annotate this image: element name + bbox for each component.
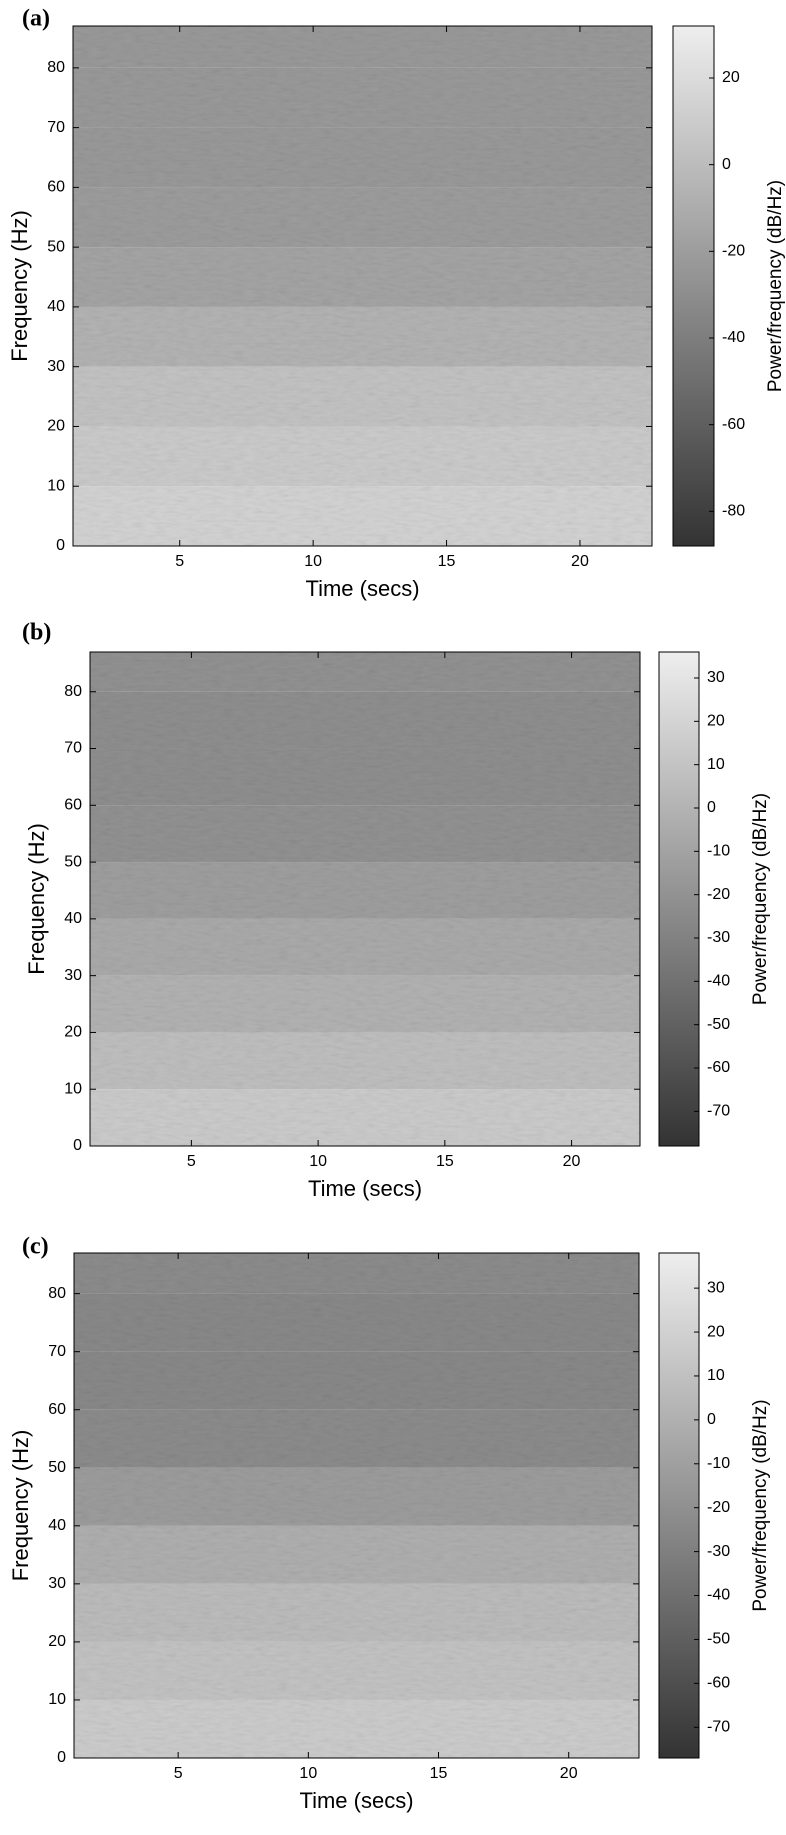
x-tick-label: 10 xyxy=(309,1153,327,1170)
x-axis-label: Time (secs) xyxy=(305,576,419,601)
colorbar-tick-label: 20 xyxy=(722,69,740,86)
colorbar-tick-label: -30 xyxy=(707,1543,730,1560)
x-tick-label: 5 xyxy=(174,1765,183,1782)
colorbar-tick-label: 20 xyxy=(707,713,725,730)
y-axis-label: Frequency (Hz) xyxy=(8,1430,33,1582)
y-tick-label: 80 xyxy=(64,683,82,700)
colorbar-tick-label: -50 xyxy=(707,1631,730,1648)
y-tick-label: 40 xyxy=(48,1517,66,1534)
y-tick-label: 10 xyxy=(48,1691,66,1708)
colorbar-tick-label: -80 xyxy=(722,503,745,520)
colorbar xyxy=(658,1252,700,1759)
colorbar-tick-label: 10 xyxy=(707,1367,725,1384)
y-tick-label: 10 xyxy=(47,477,65,494)
colorbar-tick-label: 0 xyxy=(707,1411,716,1428)
y-tick-label: 60 xyxy=(64,797,82,814)
y-tick-label: 60 xyxy=(47,179,65,196)
y-tick-label: 40 xyxy=(64,910,82,927)
panel-label: (b) xyxy=(22,620,51,646)
x-tick-label: 10 xyxy=(304,553,322,570)
panel-label: (c) xyxy=(22,1234,49,1260)
y-tick-label: 60 xyxy=(48,1401,66,1418)
colorbar-tick-label: -60 xyxy=(707,1675,730,1692)
y-tick-label: 10 xyxy=(64,1080,82,1097)
y-tick-label: 0 xyxy=(57,1749,66,1766)
x-tick-label: 15 xyxy=(436,1153,454,1170)
x-tick-label: 5 xyxy=(187,1153,196,1170)
colorbar-tick-label: -30 xyxy=(707,929,730,946)
y-tick-label: 30 xyxy=(47,358,65,375)
x-axis-label: Time (secs) xyxy=(308,1176,422,1201)
colorbar-tick-label: -60 xyxy=(722,416,745,433)
y-tick-label: 40 xyxy=(47,298,65,315)
colorbar-tick-label: -10 xyxy=(707,1455,730,1472)
colorbar-tick-label: -70 xyxy=(707,1103,730,1120)
colorbar-tick-label: -60 xyxy=(707,1059,730,1076)
plot-frame xyxy=(89,651,641,1147)
y-tick-label: 50 xyxy=(48,1459,66,1476)
x-tick-label: 10 xyxy=(299,1765,317,1782)
colorbar-tick-label: 20 xyxy=(707,1323,725,1340)
colorbar-tick-label: -20 xyxy=(722,243,745,260)
y-tick-label: 30 xyxy=(48,1575,66,1592)
x-tick-label: 20 xyxy=(560,1765,578,1782)
colorbar-tick-label: -40 xyxy=(707,1587,730,1604)
colorbar-tick-label: 30 xyxy=(707,1279,725,1296)
colorbar-label: Power/frequency (dB/Hz) xyxy=(750,1399,771,1611)
colorbar-tick-label: -40 xyxy=(722,329,745,346)
colorbar-tick-label: -20 xyxy=(707,886,730,903)
colorbar-tick-label: -10 xyxy=(707,843,730,860)
colorbar-label: Power/frequency (dB/Hz) xyxy=(750,793,771,1005)
colorbar-tick-label: 10 xyxy=(707,756,725,773)
texture xyxy=(73,26,652,546)
plot-frame xyxy=(72,25,653,547)
y-tick-label: 80 xyxy=(48,1285,66,1302)
y-tick-label: 50 xyxy=(47,238,65,255)
y-tick-label: 20 xyxy=(47,418,65,435)
y-tick-label: 0 xyxy=(56,537,65,554)
x-tick-label: 15 xyxy=(438,553,456,570)
y-tick-label: 20 xyxy=(64,1024,82,1041)
colorbar-tick-label: 30 xyxy=(707,669,725,686)
y-tick-label: 0 xyxy=(73,1137,82,1154)
colorbar-tick-label: -70 xyxy=(707,1718,730,1735)
y-tick-label: 80 xyxy=(47,59,65,76)
x-axis-label: Time (secs) xyxy=(299,1788,413,1813)
colorbar xyxy=(672,25,715,547)
colorbar-tick-label: -20 xyxy=(707,1499,730,1516)
texture xyxy=(74,1253,639,1758)
x-tick-label: 5 xyxy=(175,553,184,570)
y-tick-label: 70 xyxy=(64,740,82,757)
y-tick-label: 70 xyxy=(48,1343,66,1360)
plot-frame xyxy=(73,1252,640,1759)
panel-label: (a) xyxy=(22,6,50,32)
y-axis-label: Frequency (Hz) xyxy=(24,823,49,975)
x-tick-label: 15 xyxy=(430,1765,448,1782)
colorbar-label: Power/frequency (dB/Hz) xyxy=(765,180,786,392)
colorbar-tick-label: 0 xyxy=(722,156,731,173)
texture xyxy=(90,652,640,1146)
x-tick-label: 20 xyxy=(563,1153,581,1170)
colorbar xyxy=(658,651,700,1147)
colorbar-tick-label: 0 xyxy=(707,799,716,816)
colorbar-tick-label: -50 xyxy=(707,1016,730,1033)
y-axis-label: Frequency (Hz) xyxy=(7,210,32,362)
y-tick-label: 20 xyxy=(48,1633,66,1650)
x-tick-label: 20 xyxy=(571,553,589,570)
y-tick-label: 30 xyxy=(64,967,82,984)
colorbar-tick-label: -40 xyxy=(707,973,730,990)
y-tick-label: 70 xyxy=(47,119,65,136)
y-tick-label: 50 xyxy=(64,853,82,870)
